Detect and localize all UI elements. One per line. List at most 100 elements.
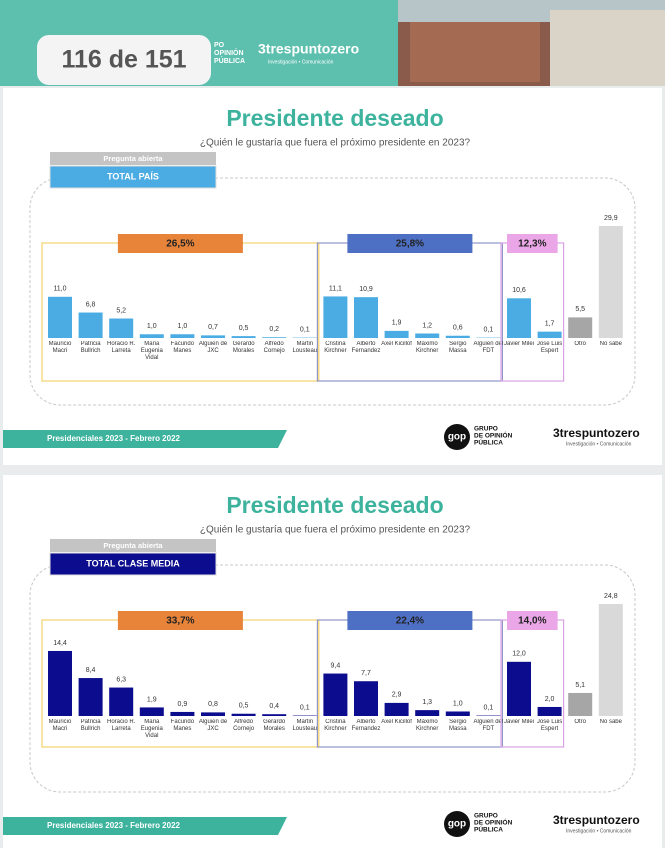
- category-label-box: Gerardo Morales: [233, 341, 255, 354]
- group-total: 12,3%: [518, 239, 546, 250]
- bar: [415, 333, 440, 338]
- segment: TOTAL CLASE MEDIA: [86, 558, 180, 568]
- header-photo-building: [410, 22, 540, 82]
- category-label: Cristina Kirchner: [324, 719, 347, 732]
- category-label: Alberto Fernandez: [351, 719, 381, 732]
- value-label: 14,4: [53, 640, 67, 647]
- group-total: 22,4%: [396, 616, 424, 627]
- segment: TOTAL PAÍS: [107, 171, 159, 181]
- slide: [3, 88, 662, 465]
- category-label-box: Mauricio Macri: [49, 719, 72, 732]
- group-total-box: [347, 234, 473, 253]
- group-total: 14,0%: [518, 616, 546, 627]
- bar: [109, 687, 134, 716]
- value-label: 6,3: [116, 676, 126, 683]
- category-label: Maria Eugenia Vidal: [140, 719, 163, 739]
- value-label: 10,6: [512, 287, 526, 294]
- category-label-box: Otro: [574, 719, 587, 725]
- bar: [323, 296, 348, 338]
- brand-icon: gop: [448, 819, 466, 830]
- category-label: Patricia Bullrich: [80, 341, 101, 354]
- category-label: Facundo Manes: [170, 719, 195, 732]
- brand-right: 3trespuntozero: [553, 426, 640, 440]
- group-total-box: [507, 234, 558, 253]
- category-label: Martin Lousteau: [292, 719, 318, 732]
- value-label: 8,4: [86, 667, 96, 674]
- slide: [3, 475, 662, 848]
- category-label-box: Alguien de JXC: [199, 719, 227, 732]
- bar: [568, 692, 593, 716]
- category-label: Horacio R. Larreta: [107, 719, 136, 732]
- value-label: 9,4: [331, 662, 341, 669]
- bar: [507, 298, 531, 338]
- header-logo-right: 3trespuntozero: [258, 41, 359, 57]
- category-label: Jose Luis Espert: [536, 341, 563, 354]
- header-logo-left: PO: [214, 42, 225, 49]
- value-label: 10,9: [359, 286, 373, 293]
- category-label: Cristina Kirchner: [324, 341, 347, 354]
- category-label-box: Patricia Bullrich: [80, 341, 101, 354]
- bar: [384, 330, 409, 338]
- category-label: Jose Luis Espert: [536, 719, 563, 732]
- value-label: 0,5: [239, 325, 249, 332]
- group-total: 33,7%: [166, 616, 194, 627]
- bar: [170, 711, 195, 716]
- bar: [354, 681, 378, 716]
- category-label-box: Cristina Kirchner: [324, 719, 347, 732]
- group-total-box: [347, 611, 473, 630]
- value-label: 0,1: [484, 326, 494, 333]
- category-label-box: Otro: [574, 341, 587, 347]
- footer: Presidenciales 2023 - Febrero 2022: [47, 821, 181, 830]
- chart-title: Presidente deseado: [226, 105, 443, 131]
- category-label-box: Alberto Fernandez: [351, 341, 381, 354]
- category-label-box: Máximo Kirchner: [416, 719, 438, 732]
- bar: [48, 650, 72, 716]
- bar: [231, 336, 256, 338]
- value-label: 29,9: [604, 215, 618, 222]
- category-label: Martin Lousteau: [292, 341, 318, 354]
- brand-right-sub: Investigación • Comunicación: [566, 828, 632, 834]
- category-label-box: Axel Kicillof: [381, 341, 412, 347]
- value-label: 5,5: [575, 306, 585, 313]
- bar: [109, 318, 134, 338]
- category-label: Alberto Fernandez: [351, 341, 381, 354]
- value-label: 1,9: [392, 320, 402, 327]
- group-total-box: [117, 234, 243, 253]
- group-total-box: [507, 611, 558, 630]
- bar: [445, 711, 470, 716]
- value-label: 0,1: [300, 326, 310, 333]
- category-label: Maria Eugenia Vidal: [140, 341, 163, 361]
- category-label-box: Gerardo Morales: [263, 719, 285, 732]
- brand-left: PÚBLICA: [474, 438, 503, 447]
- footer-band: [3, 430, 287, 448]
- category-label-box: Facundo Manes: [171, 341, 194, 354]
- segment-box: [49, 165, 217, 189]
- bar: [48, 296, 72, 338]
- bar: [415, 710, 440, 716]
- group-total: 25,8%: [396, 239, 424, 250]
- footer-band: [3, 817, 287, 835]
- value-label: 1,2: [422, 322, 432, 329]
- bar: [262, 337, 287, 338]
- category-label-box: Martin Lousteau: [292, 341, 318, 354]
- bar: [201, 712, 225, 716]
- brand-left: PÚBLICA: [474, 825, 503, 834]
- bar: [568, 317, 593, 338]
- value-label: 2,9: [392, 692, 402, 699]
- bar: [598, 604, 623, 716]
- value-label: 1,9: [147, 696, 157, 703]
- container: [29, 564, 636, 793]
- category-label: Otro: [574, 341, 587, 347]
- bar: [384, 702, 409, 716]
- category-label: Alfredo Cornejo: [263, 341, 285, 354]
- group-total-box: [117, 611, 243, 630]
- value-label: 0,5: [239, 703, 249, 710]
- header-photo-column: [550, 10, 665, 86]
- value-label: 0,1: [484, 704, 494, 711]
- category-label: Otro: [574, 719, 587, 725]
- value-label: 1,0: [147, 323, 157, 330]
- bar: [139, 707, 164, 716]
- category-label: Javier Milei: [503, 341, 534, 347]
- category-label: Sergio Massa: [448, 341, 467, 354]
